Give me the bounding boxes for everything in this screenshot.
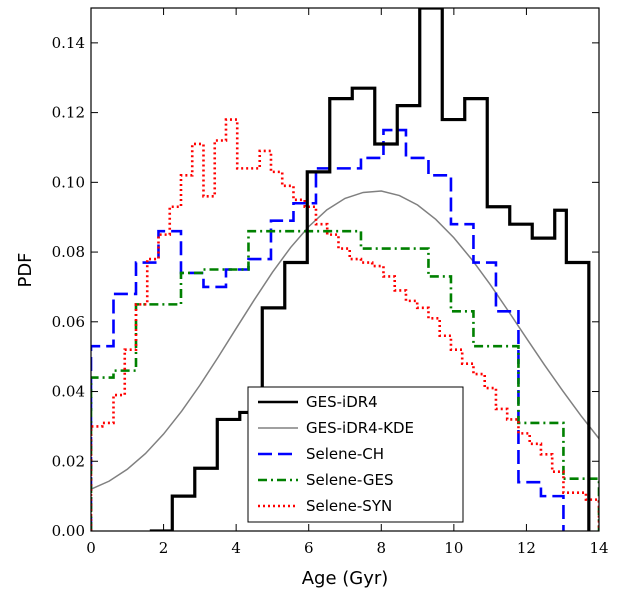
- x-tick-label: 10: [444, 539, 463, 557]
- legend-label: GES-iDR4: [306, 393, 378, 411]
- legend-label: Selene-CH: [306, 445, 384, 463]
- y-tick-label: 0.06: [52, 313, 85, 331]
- y-tick-label: 0.10: [52, 173, 85, 191]
- y-tick-label: 0.08: [52, 243, 85, 261]
- y-tick-label: 0.04: [52, 383, 85, 401]
- x-tick-label: 8: [377, 539, 387, 557]
- plot-frame: [90, 7, 600, 532]
- legend-label: GES-iDR4-KDE: [306, 419, 414, 437]
- x-tick-label: 2: [159, 539, 169, 557]
- series-layer: [91, 8, 599, 531]
- y-tick-label: 0.12: [52, 104, 85, 122]
- y-tick-label: 0.02: [52, 452, 85, 470]
- y-axis-label: PDF: [15, 252, 36, 287]
- y-tick-label: 0.14: [52, 34, 85, 52]
- series-line-ges-idr4: [149, 8, 591, 531]
- legend: GES-iDR4 GES-iDR4-KDE Selene-CH Selene-GES S…: [247, 386, 464, 523]
- legend-label: Selene-SYN: [306, 497, 392, 515]
- series-line-ges-idr4-kde: [91, 190, 599, 490]
- x-tick-label: 14: [589, 539, 608, 557]
- x-tick-label: 12: [517, 539, 536, 557]
- x-axis-label: Age (Gyr): [302, 568, 389, 589]
- axis-ticks: 0 2 4 6 8 10 12 14 0.00 0.02 0.04 0.06 0.08 0.10 0.12 0…: [52, 8, 609, 557]
- y-tick-label: 0.00: [52, 522, 85, 540]
- x-tick-label: 4: [231, 539, 241, 557]
- x-tick-label: 0: [86, 539, 96, 557]
- legend-label: Selene-GES: [306, 471, 393, 489]
- x-tick-label: 6: [304, 539, 314, 557]
- series-line-selene-ch: [91, 128, 565, 531]
